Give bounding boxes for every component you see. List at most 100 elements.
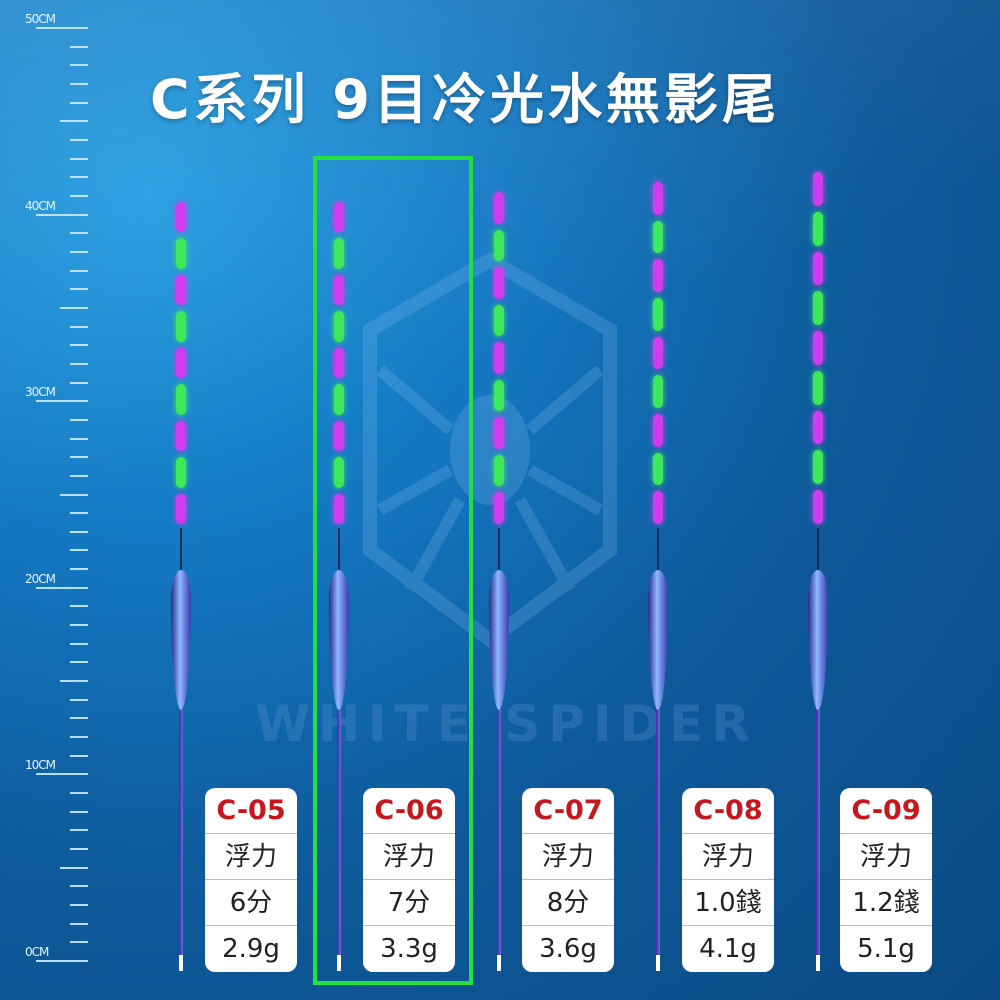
glow-segment [653, 220, 663, 254]
glow-segment [813, 211, 823, 246]
float-stem [657, 528, 659, 573]
selected-highlight-box [313, 156, 473, 985]
ruler-tick [70, 176, 88, 179]
ruler-tick [70, 45, 88, 48]
ruler-tick [70, 344, 88, 347]
glow-segment [334, 457, 344, 488]
buoyancy-value: 8分 [522, 880, 614, 926]
buoyancy-value: 6分 [205, 880, 297, 926]
ruler-tick [70, 381, 88, 384]
buoyancy-label: 浮力 [205, 834, 297, 880]
ruler-tick [70, 530, 88, 533]
glow-segment [653, 414, 663, 447]
spec-card: C-06 浮力 7分 3.3g [363, 788, 455, 972]
ruler-tick [36, 586, 88, 589]
float-c-05 [171, 0, 191, 1000]
glow-segment [653, 259, 663, 292]
ruler-tick [70, 904, 88, 907]
glow-segment [494, 192, 504, 224]
float-body [648, 570, 668, 710]
buoyancy-label: 浮力 [363, 834, 455, 880]
ruler-tick [70, 82, 88, 85]
ruler: 50CM 40CM 30CM 20CM 10CM 0CM [0, 0, 100, 1000]
glow-segment [334, 347, 344, 379]
ruler-tick [70, 437, 88, 440]
glow-segment [813, 490, 823, 524]
glow-segment [176, 202, 186, 233]
ruler-tick [70, 605, 88, 608]
buoyancy-value: 1.0錢 [682, 880, 774, 926]
float-stem [817, 528, 819, 573]
float-body [171, 570, 191, 710]
ruler-tick [60, 306, 88, 309]
buoyancy-label: 浮力 [682, 834, 774, 880]
ruler-tick [70, 885, 88, 888]
glow-segment [176, 274, 186, 306]
glow-segment [494, 492, 504, 524]
ruler-tick [70, 941, 88, 944]
float-tail [337, 710, 341, 955]
ruler-label: 40CM [25, 198, 56, 213]
glow-segment [176, 384, 186, 415]
glow-segment [813, 410, 823, 445]
glow-segment [176, 347, 186, 379]
glow-segment [813, 291, 823, 326]
ruler-tick [36, 773, 88, 776]
weight-value: 3.3g [380, 934, 438, 964]
float-c-09 [808, 0, 828, 1000]
ruler-label: 20CM [25, 571, 56, 586]
ruler-tick [70, 792, 88, 795]
glow-segment [813, 331, 823, 365]
float-tip [337, 955, 341, 971]
ruler-label: 0CM [25, 945, 49, 959]
glow-segment [813, 172, 823, 206]
ruler-tick [60, 680, 88, 683]
ruler-tick [36, 27, 88, 29]
glow-segment [334, 420, 344, 452]
ruler-tick [70, 661, 88, 664]
spec-card: C-05 浮力 6分 2.9g [205, 788, 297, 972]
float-body [808, 570, 828, 710]
float-tip [179, 955, 183, 971]
float-tip [816, 955, 820, 971]
float-stem [498, 528, 500, 573]
ruler-tick [70, 157, 88, 160]
ruler-tick [70, 810, 88, 813]
ruler-tick [70, 138, 88, 141]
code: C-05 [205, 788, 297, 834]
float-body [489, 570, 509, 710]
glow-segment [813, 450, 823, 485]
ruler-tick [36, 960, 88, 962]
ruler-tick [36, 400, 88, 403]
weight-value: 2.9g [222, 934, 280, 964]
glow-segment [176, 493, 186, 524]
glow-segment [494, 379, 504, 412]
glow-segment [334, 238, 344, 269]
float-tail [179, 710, 183, 955]
code: C-08 [682, 788, 774, 834]
spec-card: C-09 浮力 1.2錢 5.1g [840, 788, 932, 972]
ruler-tick [70, 269, 88, 272]
float-stem [338, 528, 340, 573]
ruler-tick [70, 288, 88, 291]
float-tip [656, 955, 660, 971]
weight-value: 3.6g [539, 934, 597, 964]
ruler-tick [70, 325, 88, 328]
glow-segment [494, 229, 504, 262]
glow-segment [653, 452, 663, 486]
float-tail [656, 710, 660, 955]
spec-card: C-08 浮力 1.0錢 4.1g [682, 788, 774, 972]
ruler-tick [70, 456, 88, 459]
ruler-tick [70, 101, 88, 104]
buoyancy-value: 1.2錢 [840, 880, 932, 926]
ruler-tick [70, 848, 88, 851]
ruler-label: 10CM [25, 758, 56, 773]
ruler-tick [36, 213, 88, 216]
glow-segment [813, 251, 823, 286]
ruler-tick [70, 64, 88, 67]
ruler-tick [60, 493, 88, 496]
glow-segment [653, 491, 663, 524]
ruler-tick [70, 922, 88, 925]
spec-card: C-07 浮力 8分 3.6g [522, 788, 614, 972]
ruler-tick [70, 698, 88, 701]
